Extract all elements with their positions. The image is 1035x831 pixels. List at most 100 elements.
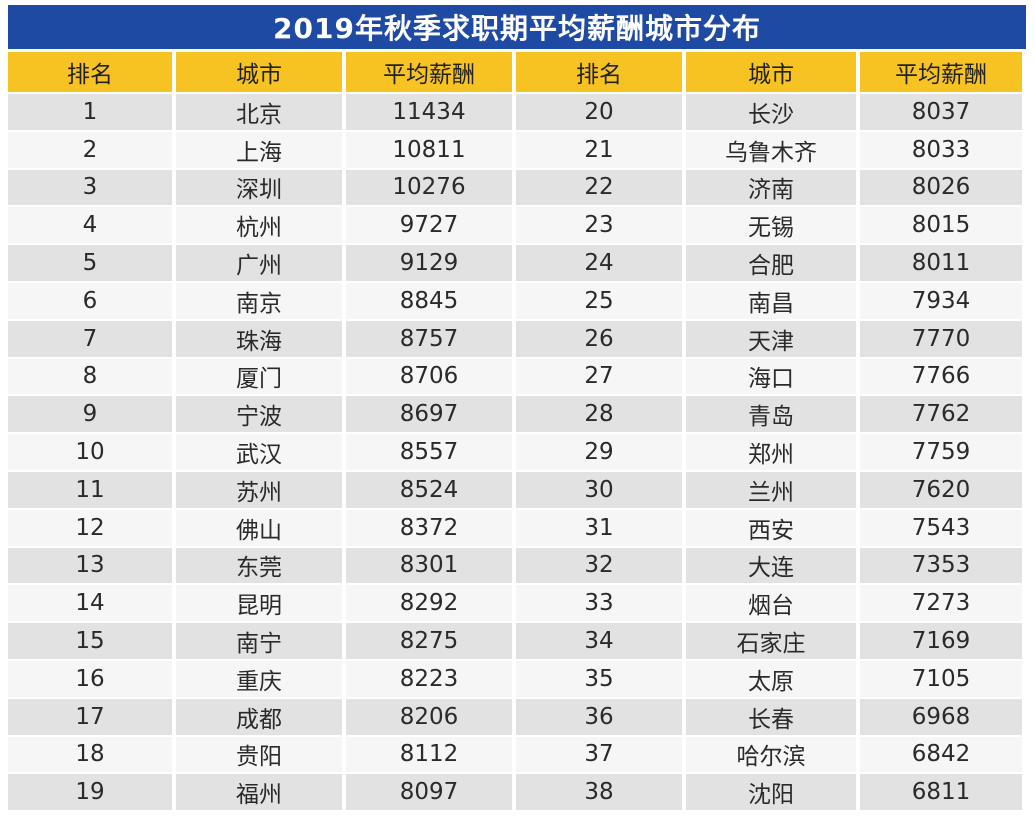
city-right-cell: 青岛: [686, 396, 856, 433]
salary-right-cell: 8037: [860, 94, 1022, 130]
rank-left-cell: 11: [8, 471, 172, 508]
city-left-cell: 重庆: [176, 660, 342, 697]
salary-left-cell: 8223: [346, 660, 512, 697]
salary-left-cell: 8112: [346, 736, 512, 773]
city-right-cell: 济南: [686, 169, 856, 206]
salary-left-cell: 8706: [346, 358, 512, 395]
rank-right-cell: 33: [516, 585, 682, 622]
salary-right-cell: 7169: [860, 623, 1022, 659]
city-left-cell: 成都: [176, 698, 342, 735]
city-right-cell: 兰州: [686, 471, 856, 508]
rank-left-cell: 2: [8, 131, 172, 168]
table-row: 7 珠海 8757 26 天津 7770: [8, 320, 1022, 357]
city-left-cell: 南宁: [176, 623, 342, 659]
header-row: 排名 城市 平均薪酬 排名 城市 平均薪酬: [8, 52, 1022, 92]
table-row: 8 厦门 8706 27 海口 7766: [8, 358, 1022, 395]
rank-right-cell: 31: [516, 509, 682, 546]
rank-right-cell: 27: [516, 358, 682, 395]
salary-left-cell: 9129: [346, 245, 512, 281]
table-row: 10 武汉 8557 29 郑州 7759: [8, 434, 1022, 470]
salary-right-cell: 6811: [860, 774, 1022, 811]
salary-left-cell: 8372: [346, 509, 512, 546]
rank-left-cell: 16: [8, 660, 172, 697]
rank-left-cell: 19: [8, 774, 172, 811]
city-right-cell: 太原: [686, 660, 856, 697]
salary-right-cell: 7759: [860, 434, 1022, 470]
rank-right-cell: 21: [516, 131, 682, 168]
salary-left-cell: 8557: [346, 434, 512, 470]
city-right-cell: 南昌: [686, 282, 856, 319]
rank-right-cell: 29: [516, 434, 682, 470]
city-right-cell: 哈尔滨: [686, 736, 856, 773]
salary-right-cell: 6842: [860, 736, 1022, 773]
salary-right-cell: 7934: [860, 282, 1022, 319]
salary-right-cell: 6968: [860, 698, 1022, 735]
rank-right-cell: 23: [516, 207, 682, 244]
salary-left-cell: 10276: [346, 169, 512, 206]
city-right-cell: 乌鲁木齐: [686, 131, 856, 168]
city-left-cell: 深圳: [176, 169, 342, 206]
rank-right-cell: 37: [516, 736, 682, 773]
rank-left-cell: 9: [8, 396, 172, 433]
salary-right-cell: 7766: [860, 358, 1022, 395]
salary-left-cell: 8845: [346, 282, 512, 319]
salary-left-cell: 8524: [346, 471, 512, 508]
salary-right-cell: 8011: [860, 245, 1022, 281]
city-right-cell: 沈阳: [686, 774, 856, 811]
rank-right-cell: 26: [516, 320, 682, 357]
city-left-cell: 武汉: [176, 434, 342, 470]
rank-right-cell: 28: [516, 396, 682, 433]
salary-right-cell: 7353: [860, 547, 1022, 584]
rank-left-cell: 3: [8, 169, 172, 206]
salary-right-cell: 7273: [860, 585, 1022, 622]
salary-left-cell: 8301: [346, 547, 512, 584]
rank-right-cell: 35: [516, 660, 682, 697]
city-right-cell: 无锡: [686, 207, 856, 244]
rank-right-cell: 24: [516, 245, 682, 281]
table-row: 12 佛山 8372 31 西安 7543: [8, 509, 1022, 546]
city-left-cell: 苏州: [176, 471, 342, 508]
city-left-cell: 佛山: [176, 509, 342, 546]
rank-right-cell: 22: [516, 169, 682, 206]
rank-left-cell: 17: [8, 698, 172, 735]
salary-left-cell: 8206: [346, 698, 512, 735]
salary-right-cell: 7762: [860, 396, 1022, 433]
table-row: 14 昆明 8292 33 烟台 7273: [8, 585, 1022, 622]
header-city-right: 城市: [686, 52, 856, 92]
rank-right-cell: 38: [516, 774, 682, 811]
rank-right-cell: 25: [516, 282, 682, 319]
city-right-cell: 大连: [686, 547, 856, 584]
rank-left-cell: 7: [8, 320, 172, 357]
table-row: 15 南宁 8275 34 石家庄 7169: [8, 623, 1022, 659]
rank-left-cell: 6: [8, 282, 172, 319]
city-right-cell: 天津: [686, 320, 856, 357]
header-city-left: 城市: [176, 52, 342, 92]
salary-left-cell: 8275: [346, 623, 512, 659]
header-rank-left: 排名: [8, 52, 172, 92]
salary-ranking-table: 排名 城市 平均薪酬 排名 城市 平均薪酬 1 北京 11434 20 长沙 8037 2 上…: [4, 50, 1026, 812]
header-salary-left: 平均薪酬: [346, 52, 512, 92]
table-row: 4 杭州 9727 23 无锡 8015: [8, 207, 1022, 244]
rank-left-cell: 13: [8, 547, 172, 584]
salary-right-cell: 7105: [860, 660, 1022, 697]
salary-right-cell: 8026: [860, 169, 1022, 206]
city-right-cell: 烟台: [686, 585, 856, 622]
salary-left-cell: 8697: [346, 396, 512, 433]
table-row: 17 成都 8206 36 长春 6968: [8, 698, 1022, 735]
table-row: 5 广州 9129 24 合肥 8011: [8, 245, 1022, 281]
rank-right-cell: 20: [516, 94, 682, 130]
city-left-cell: 宁波: [176, 396, 342, 433]
table-row: 6 南京 8845 25 南昌 7934: [8, 282, 1022, 319]
rank-right-cell: 36: [516, 698, 682, 735]
city-left-cell: 昆明: [176, 585, 342, 622]
rank-left-cell: 5: [8, 245, 172, 281]
salary-left-cell: 10811: [346, 131, 512, 168]
table-row: 3 深圳 10276 22 济南 8026: [8, 169, 1022, 206]
table-row: 18 贵阳 8112 37 哈尔滨 6842: [8, 736, 1022, 773]
header-rank-right: 排名: [516, 52, 682, 92]
salary-right-cell: 7620: [860, 471, 1022, 508]
city-right-cell: 海口: [686, 358, 856, 395]
salary-left-cell: 8757: [346, 320, 512, 357]
rank-right-cell: 34: [516, 623, 682, 659]
